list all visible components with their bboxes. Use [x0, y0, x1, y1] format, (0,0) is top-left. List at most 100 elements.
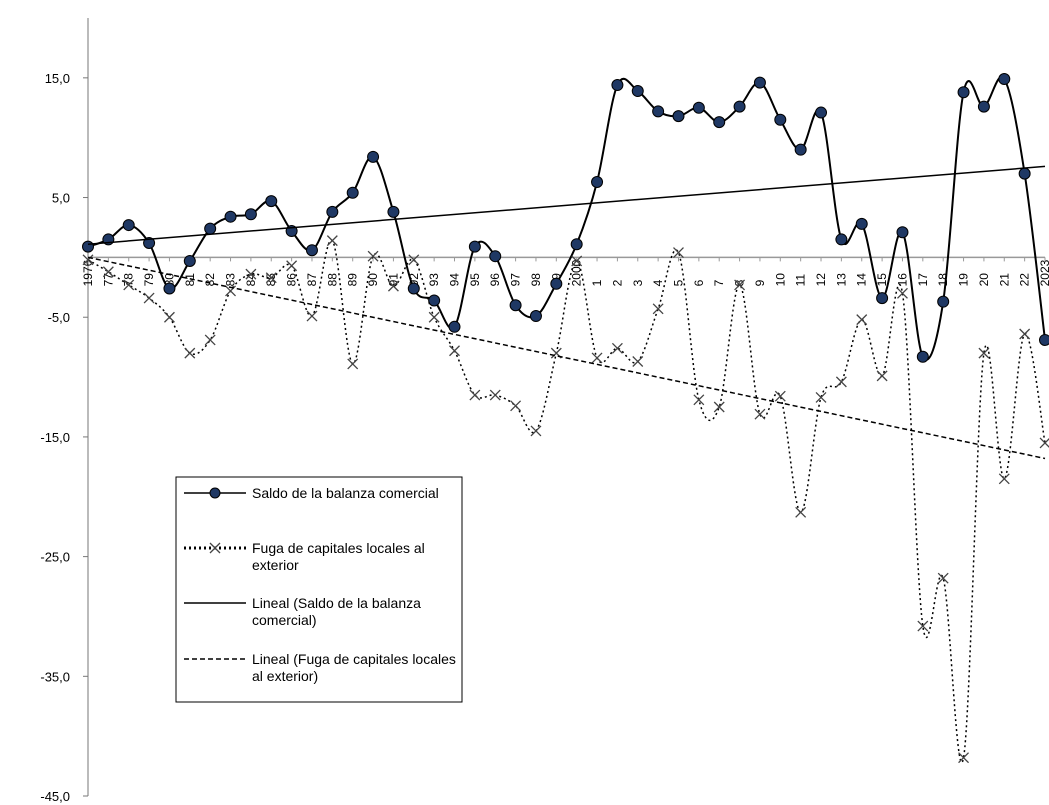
- point: [570, 238, 583, 251]
- x-tick-label: 89: [346, 273, 360, 287]
- legend-label: Fuga de capitales locales al exterior: [252, 540, 425, 573]
- x-tick-label: 3: [631, 279, 645, 286]
- x-tick-label: 96: [488, 273, 502, 287]
- point: [734, 279, 746, 291]
- point: [489, 389, 501, 401]
- point: [916, 350, 929, 363]
- point: [1018, 167, 1031, 180]
- point: [652, 303, 664, 315]
- point: [346, 186, 359, 199]
- legend-marker: [209, 542, 221, 554]
- point: [591, 175, 604, 188]
- point: [774, 113, 787, 126]
- point: [102, 266, 114, 278]
- point: [204, 222, 217, 235]
- x-tick-label: 6: [692, 279, 706, 286]
- legend-marker: [209, 487, 221, 499]
- x-tick-label: 81: [183, 273, 197, 287]
- point: [713, 401, 725, 413]
- x-tick-label: 10: [773, 273, 787, 287]
- legend-box: [175, 476, 463, 703]
- point: [163, 282, 176, 295]
- y-tick-label: 5,0: [52, 191, 70, 206]
- point: [917, 620, 929, 632]
- point: [143, 292, 155, 304]
- point: [529, 310, 542, 323]
- x-tick-label: 93: [427, 273, 441, 287]
- point: [795, 506, 807, 518]
- x-tick-label: 88: [325, 273, 339, 287]
- point: [387, 205, 400, 218]
- point: [367, 250, 379, 262]
- x-tick-label: 11: [794, 274, 808, 287]
- point: [611, 342, 623, 354]
- point: [998, 473, 1010, 485]
- legend-label: Lineal (Saldo de la balanza comercial): [252, 595, 421, 628]
- point: [184, 347, 196, 359]
- x-tick-label: 95: [468, 273, 482, 287]
- point: [367, 150, 380, 163]
- x-tick-label: 9: [753, 279, 767, 286]
- point: [632, 356, 644, 367]
- x-tick-label: 83: [224, 273, 238, 287]
- point: [896, 226, 909, 239]
- point: [957, 86, 970, 99]
- x-tick-label: 13: [834, 273, 848, 287]
- point: [143, 237, 156, 250]
- point: [469, 389, 481, 401]
- point: [489, 250, 502, 263]
- point: [449, 345, 460, 357]
- point: [591, 352, 603, 364]
- trend-line: [87, 256, 1046, 460]
- x-tick-label: 78: [122, 273, 136, 287]
- point: [733, 100, 746, 113]
- x-tick-label: 21: [997, 273, 1011, 287]
- point: [876, 292, 889, 305]
- point: [672, 110, 685, 123]
- point: [123, 279, 135, 291]
- x-tick-label: 14: [855, 273, 869, 287]
- x-tick-label: 98: [529, 273, 543, 287]
- x-tick-label: 90: [366, 273, 380, 287]
- x-tick-label: 7: [712, 279, 726, 286]
- point: [855, 217, 868, 230]
- point: [856, 314, 868, 326]
- point: [692, 101, 705, 114]
- point: [286, 260, 298, 272]
- x-tick-label: 97: [509, 273, 523, 287]
- point: [1039, 333, 1049, 346]
- point: [82, 240, 94, 253]
- x-tick-label: 22: [1018, 273, 1032, 287]
- x-tick-label: 2: [610, 279, 624, 286]
- x-tick-label: 77: [101, 273, 115, 287]
- x-tick-label: 79: [142, 273, 156, 287]
- point: [713, 116, 726, 129]
- point: [693, 394, 705, 406]
- point: [347, 358, 359, 370]
- point: [265, 195, 278, 208]
- x-tick-label: 19: [957, 273, 971, 287]
- legend-label: Lineal (Fuga de capitales locales al ext…: [252, 651, 456, 684]
- point: [245, 268, 257, 280]
- point: [876, 370, 888, 382]
- y-tick-label: -35,0: [40, 669, 70, 684]
- point: [163, 311, 175, 323]
- point: [774, 390, 786, 402]
- point: [835, 233, 848, 246]
- x-tick-label: 1976: [81, 259, 95, 286]
- point: [326, 205, 339, 218]
- x-tick-label: 8: [733, 279, 747, 286]
- point: [550, 277, 563, 290]
- x-tick-label: 5: [671, 279, 685, 286]
- x-tick-label: 84: [244, 273, 258, 287]
- point: [265, 272, 277, 284]
- point: [958, 752, 970, 764]
- point: [408, 254, 420, 266]
- x-tick-label: 16: [895, 273, 909, 287]
- point: [183, 254, 196, 267]
- point: [509, 299, 522, 312]
- point: [815, 391, 827, 403]
- point: [510, 400, 522, 412]
- y-tick-label: -45,0: [40, 789, 70, 804]
